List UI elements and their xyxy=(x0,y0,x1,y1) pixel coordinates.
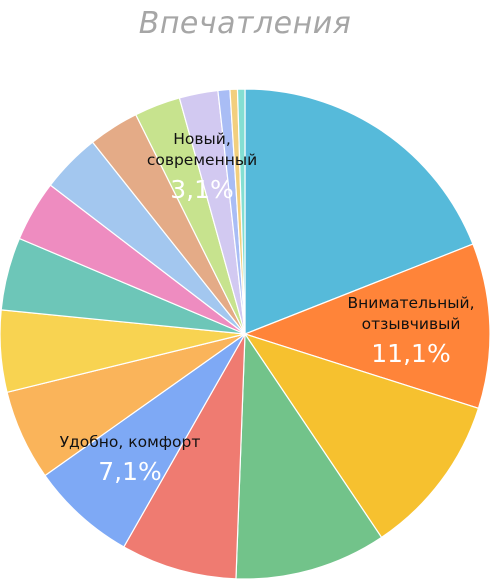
pie-slice xyxy=(44,333,246,548)
slice-label: Внимательный, xyxy=(347,294,474,312)
pie-slice xyxy=(243,332,480,539)
chart-title: Впечатления xyxy=(138,6,352,41)
pie-slice xyxy=(244,88,474,335)
pie-labels: Внимательный, отзывчивый 11,1% Удобно, комф… xyxy=(60,130,475,486)
slice-label: современный xyxy=(147,151,257,169)
slice-value-label: 11,1% xyxy=(371,339,450,368)
slice-label: отзывчивый xyxy=(362,315,461,333)
slice-label: Удобно, комфорт xyxy=(60,433,201,451)
pie-slices xyxy=(0,88,490,579)
pie-slice xyxy=(236,88,246,335)
slice-value-label: 3,1% xyxy=(170,175,234,204)
slice-label: Новый, xyxy=(173,130,231,148)
slice-value-label: 7,1% xyxy=(98,457,162,486)
